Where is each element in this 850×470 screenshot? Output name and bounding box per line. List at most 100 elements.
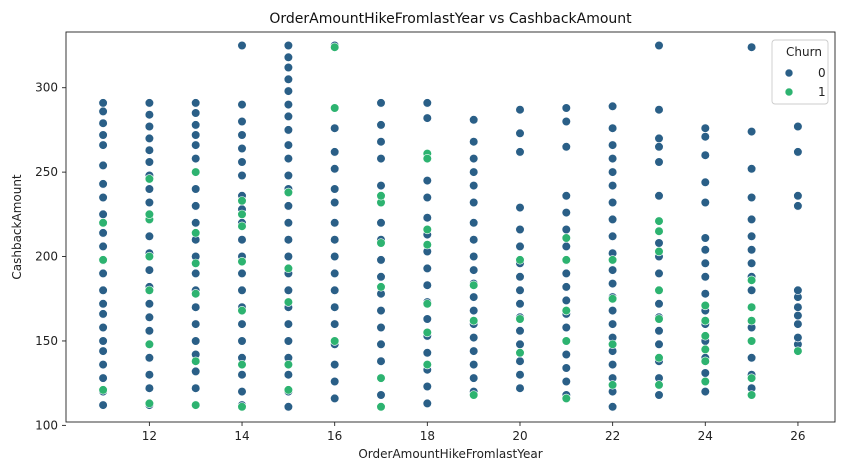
data-point-churn-0 — [237, 235, 247, 245]
data-point-churn-0 — [561, 282, 571, 292]
data-point-churn-0 — [376, 390, 386, 400]
data-point-churn-1 — [746, 336, 757, 346]
data-point-churn-1 — [237, 221, 247, 231]
data-point-churn-0 — [283, 40, 294, 51]
data-point-churn-0 — [515, 383, 525, 393]
data-point-churn-1 — [654, 246, 664, 257]
data-point-churn-0 — [561, 191, 571, 201]
data-point-churn-0 — [607, 167, 618, 177]
data-point-churn-0 — [191, 98, 201, 108]
data-point-churn-0 — [283, 218, 294, 228]
data-point-churn-0 — [330, 302, 340, 312]
data-point-churn-0 — [144, 157, 154, 167]
data-point-churn-1 — [654, 285, 664, 295]
x-tick-label: 18 — [420, 429, 435, 443]
data-point-churn-0 — [376, 218, 386, 228]
plot-frame — [65, 31, 836, 423]
data-point-churn-0 — [793, 302, 803, 312]
y-tick-label: 100 — [35, 418, 58, 432]
data-point-churn-0 — [237, 143, 247, 154]
data-point-churn-0 — [654, 238, 664, 248]
y-tick-label: 200 — [35, 250, 58, 264]
data-point-churn-0 — [607, 360, 618, 370]
data-point-churn-0 — [98, 299, 108, 309]
data-point-churn-1 — [700, 331, 710, 341]
data-point-churn-0 — [469, 346, 479, 356]
data-point-churn-0 — [607, 265, 618, 275]
data-point-churn-0 — [144, 184, 154, 194]
data-point-churn-0 — [98, 346, 108, 356]
data-point-churn-0 — [283, 99, 294, 110]
data-point-churn-1 — [746, 275, 757, 285]
data-point-churn-0 — [654, 268, 664, 279]
data-point-churn-1 — [191, 289, 201, 299]
data-point-churn-0 — [144, 121, 154, 132]
data-point-churn-1 — [98, 255, 108, 265]
data-point-churn-0 — [98, 228, 108, 238]
data-point-churn-1 — [654, 216, 664, 226]
data-point-churn-1 — [283, 297, 294, 307]
data-point-churn-1 — [376, 402, 386, 412]
data-point-churn-0 — [191, 140, 201, 150]
data-point-churn-0 — [283, 154, 294, 164]
data-point-churn-1 — [422, 154, 432, 164]
data-point-churn-0 — [561, 241, 571, 251]
data-point-churn-0 — [746, 214, 757, 224]
data-point-churn-0 — [793, 121, 803, 132]
data-point-churn-0 — [330, 285, 340, 295]
x-tick-label: 24 — [698, 429, 713, 443]
data-point-churn-0 — [191, 366, 201, 377]
data-point-churn-0 — [422, 213, 432, 223]
data-point-churn-1 — [144, 285, 154, 295]
data-point-churn-0 — [746, 258, 757, 268]
data-point-churn-0 — [330, 147, 340, 157]
data-point-churn-1 — [654, 380, 664, 390]
data-point-churn-0 — [515, 356, 525, 366]
data-point-churn-0 — [422, 263, 432, 274]
data-point-churn-0 — [98, 309, 108, 319]
data-point-churn-0 — [144, 110, 154, 120]
data-point-churn-1 — [561, 233, 571, 243]
data-point-churn-0 — [561, 142, 571, 152]
x-tick-label: 12 — [142, 429, 157, 443]
data-point-churn-1 — [283, 360, 294, 370]
data-point-churn-1 — [237, 196, 247, 206]
data-point-churn-0 — [515, 147, 525, 157]
data-point-churn-1 — [469, 390, 479, 400]
data-point-churn-1 — [700, 300, 710, 311]
data-point-churn-0 — [237, 268, 247, 279]
data-point-churn-0 — [283, 235, 294, 245]
data-point-churn-0 — [98, 209, 108, 219]
data-point-churn-0 — [700, 123, 710, 133]
data-point-churn-1 — [746, 373, 757, 383]
x-tick-label: 20 — [512, 429, 527, 443]
data-point-churn-0 — [144, 370, 154, 380]
data-point-churn-0 — [700, 272, 710, 282]
data-point-churn-0 — [144, 197, 154, 208]
data-point-churn-1 — [654, 314, 664, 324]
data-point-churn-0 — [793, 147, 803, 157]
data-point-churn-1 — [237, 360, 247, 370]
legend-label-churn-1: 1 — [818, 85, 826, 99]
data-point-churn-0 — [561, 268, 571, 279]
data-point-churn-0 — [237, 387, 247, 397]
data-point-churn-0 — [607, 101, 618, 111]
data-point-churn-1 — [793, 346, 803, 356]
data-point-churn-0 — [515, 224, 525, 235]
data-point-churn-0 — [746, 192, 757, 203]
data-point-churn-1 — [746, 302, 757, 312]
data-point-churn-1 — [98, 385, 108, 395]
data-point-churn-1 — [561, 306, 571, 316]
data-point-churn-0 — [746, 231, 757, 241]
data-point-churn-0 — [283, 170, 294, 181]
legend-marker-churn-0 — [784, 68, 794, 78]
data-point-churn-0 — [607, 181, 618, 191]
data-point-churn-0 — [330, 319, 340, 329]
data-point-churn-0 — [561, 376, 571, 387]
data-point-churn-0 — [469, 167, 479, 177]
data-point-churn-0 — [283, 336, 294, 346]
data-point-churn-0 — [515, 241, 525, 251]
data-point-churn-0 — [98, 140, 108, 150]
data-point-churn-0 — [144, 383, 154, 393]
data-point-churn-1 — [376, 282, 386, 292]
